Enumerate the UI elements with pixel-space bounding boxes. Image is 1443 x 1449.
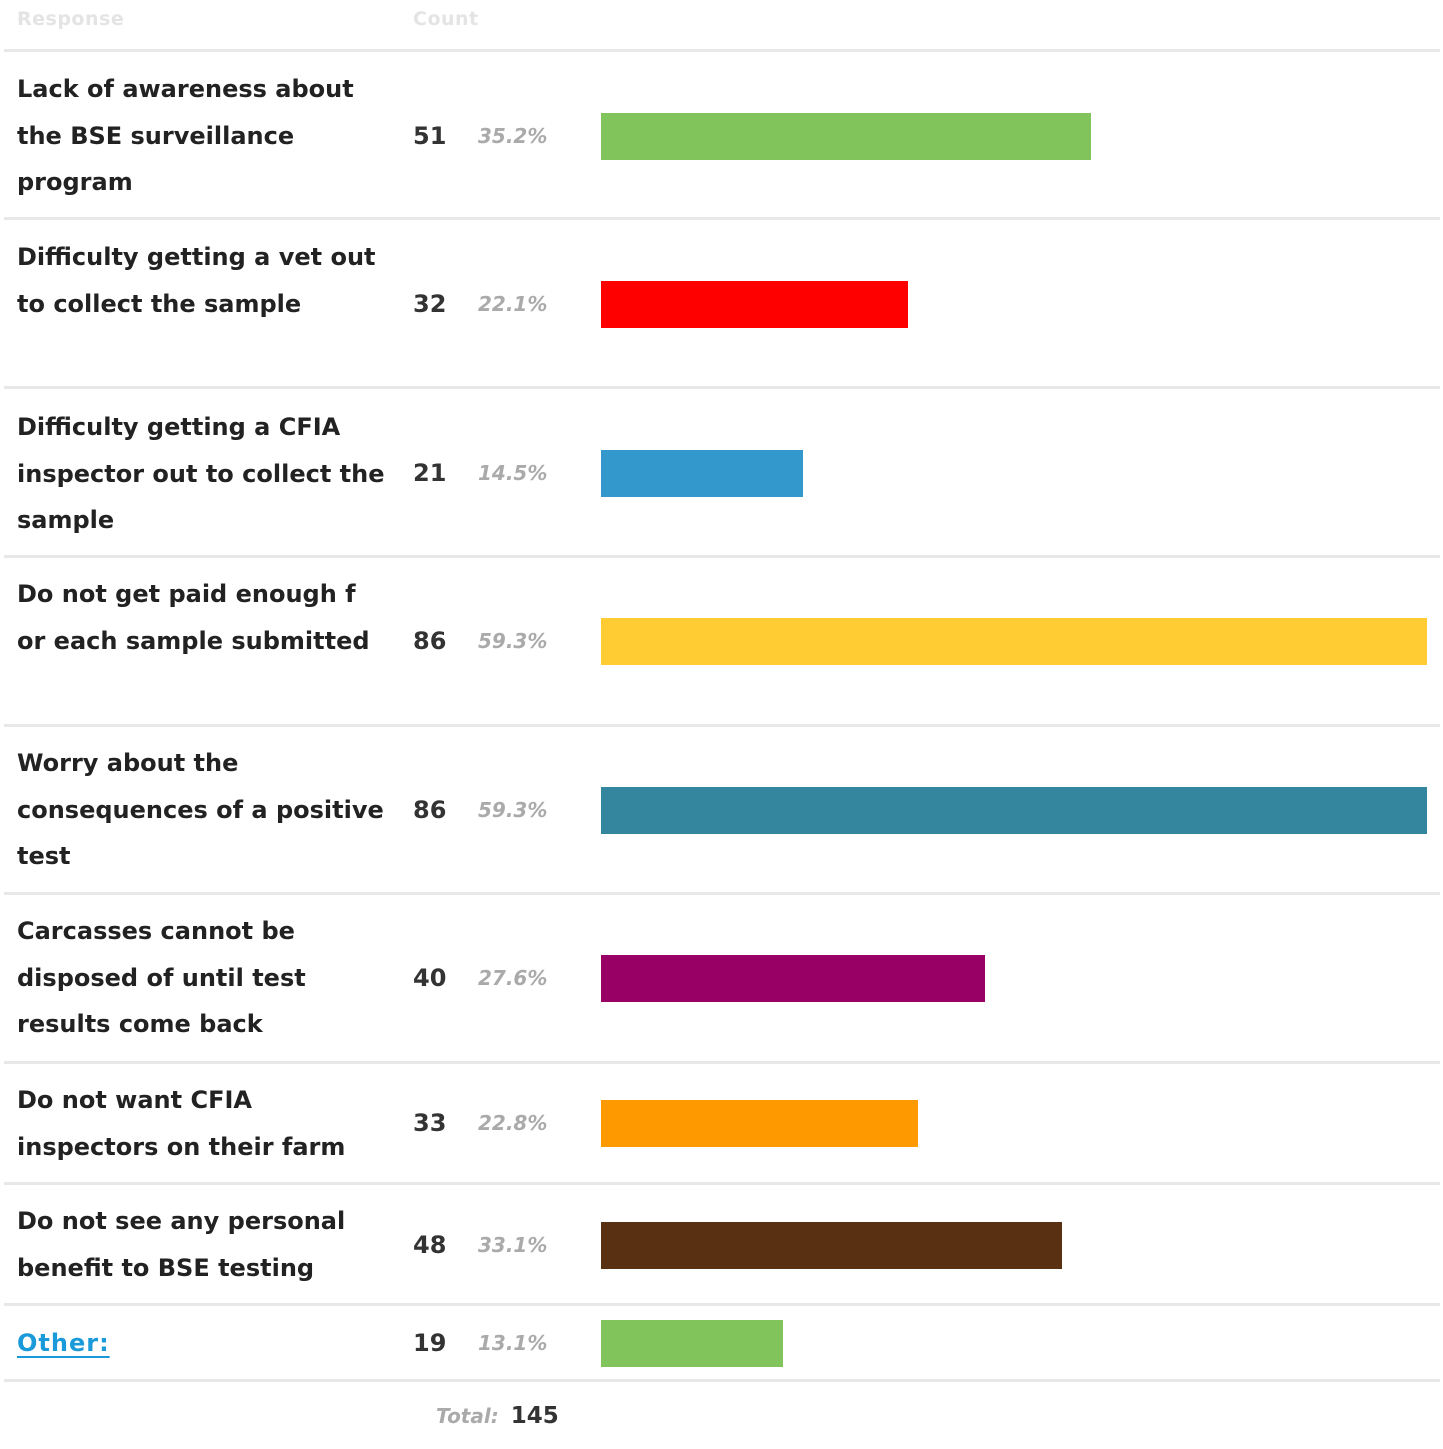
table-header: Response Count — [0, 0, 1443, 50]
count-column-header: Count — [413, 8, 479, 30]
response-percent: 59.3% — [478, 629, 548, 653]
table-row: Carcasses cannot be disposed of until te… — [0, 894, 1443, 1063]
row-divider — [4, 1303, 1440, 1306]
response-bar — [601, 1222, 1062, 1269]
response-bar — [601, 281, 908, 328]
row-divider — [4, 892, 1440, 895]
response-bar — [601, 113, 1091, 160]
table-row: Difficulty getting a vet out to collect … — [0, 219, 1443, 388]
response-count: 19 — [413, 1329, 447, 1357]
table-row: Lack of awareness about the BSE surveill… — [0, 50, 1443, 219]
total-value: 145 — [510, 1403, 559, 1429]
response-percent: 27.6% — [478, 966, 548, 990]
response-bar — [601, 618, 1427, 665]
response-percent: 13.1% — [478, 1331, 548, 1355]
table-row: Do not get paid enough f or each sample … — [0, 557, 1443, 726]
response-count: 21 — [413, 459, 447, 487]
response-label: Worry about the consequences of a positi… — [17, 749, 384, 870]
table-row: Other: 19 13.1% — [0, 1305, 1443, 1381]
response-percent: 22.8% — [478, 1111, 548, 1135]
response-bar — [601, 955, 985, 1002]
response-count: 33 — [413, 1109, 447, 1137]
response-count: 51 — [413, 122, 447, 150]
response-count: 86 — [413, 627, 447, 655]
table-row: Do not want CFIA inspectors on their far… — [0, 1063, 1443, 1184]
row-divider — [4, 1061, 1440, 1064]
row-divider — [4, 386, 1440, 389]
other-link[interactable]: Other: — [17, 1328, 110, 1357]
response-percent: 14.5% — [478, 461, 548, 485]
response-count: 32 — [413, 290, 447, 318]
response-label: Other: — [17, 1320, 389, 1366]
response-bar — [601, 787, 1427, 834]
response-bar — [601, 1100, 918, 1147]
response-percent: 35.2% — [478, 124, 548, 148]
row-divider — [4, 555, 1440, 558]
table-row: Do not see any personal benefit to BSE t… — [0, 1184, 1443, 1305]
table-row: Difficulty getting a CFIA inspector out … — [0, 388, 1443, 557]
response-label: Difficulty getting a vet out to collect … — [17, 243, 376, 318]
total-row: Total: 145 — [436, 1403, 559, 1435]
response-label: Do not see any personal benefit to BSE t… — [17, 1207, 346, 1282]
total-label: Total: — [436, 1404, 499, 1428]
response-count: 48 — [413, 1231, 447, 1259]
header-divider — [4, 49, 1440, 52]
table-row: Worry about the consequences of a positi… — [0, 726, 1443, 894]
row-divider — [4, 1182, 1440, 1185]
response-label: Difficulty getting a CFIA inspector out … — [17, 413, 385, 534]
response-count: 40 — [413, 964, 447, 992]
response-label: Lack of awareness about the BSE surveill… — [17, 75, 354, 196]
row-divider — [4, 1379, 1440, 1382]
response-count: 86 — [413, 796, 447, 824]
response-label: Do not get paid enough f or each sample … — [17, 580, 370, 655]
response-label: Do not want CFIA inspectors on their far… — [17, 1086, 346, 1161]
row-divider — [4, 724, 1440, 727]
response-label: Carcasses cannot be disposed of until te… — [17, 917, 306, 1038]
response-percent: 33.1% — [478, 1233, 548, 1257]
row-divider — [4, 217, 1440, 220]
response-column-header: Response — [17, 8, 125, 30]
response-bar — [601, 450, 803, 497]
response-percent: 22.1% — [478, 292, 548, 316]
response-percent: 59.3% — [478, 798, 548, 822]
response-bar — [601, 1320, 783, 1367]
